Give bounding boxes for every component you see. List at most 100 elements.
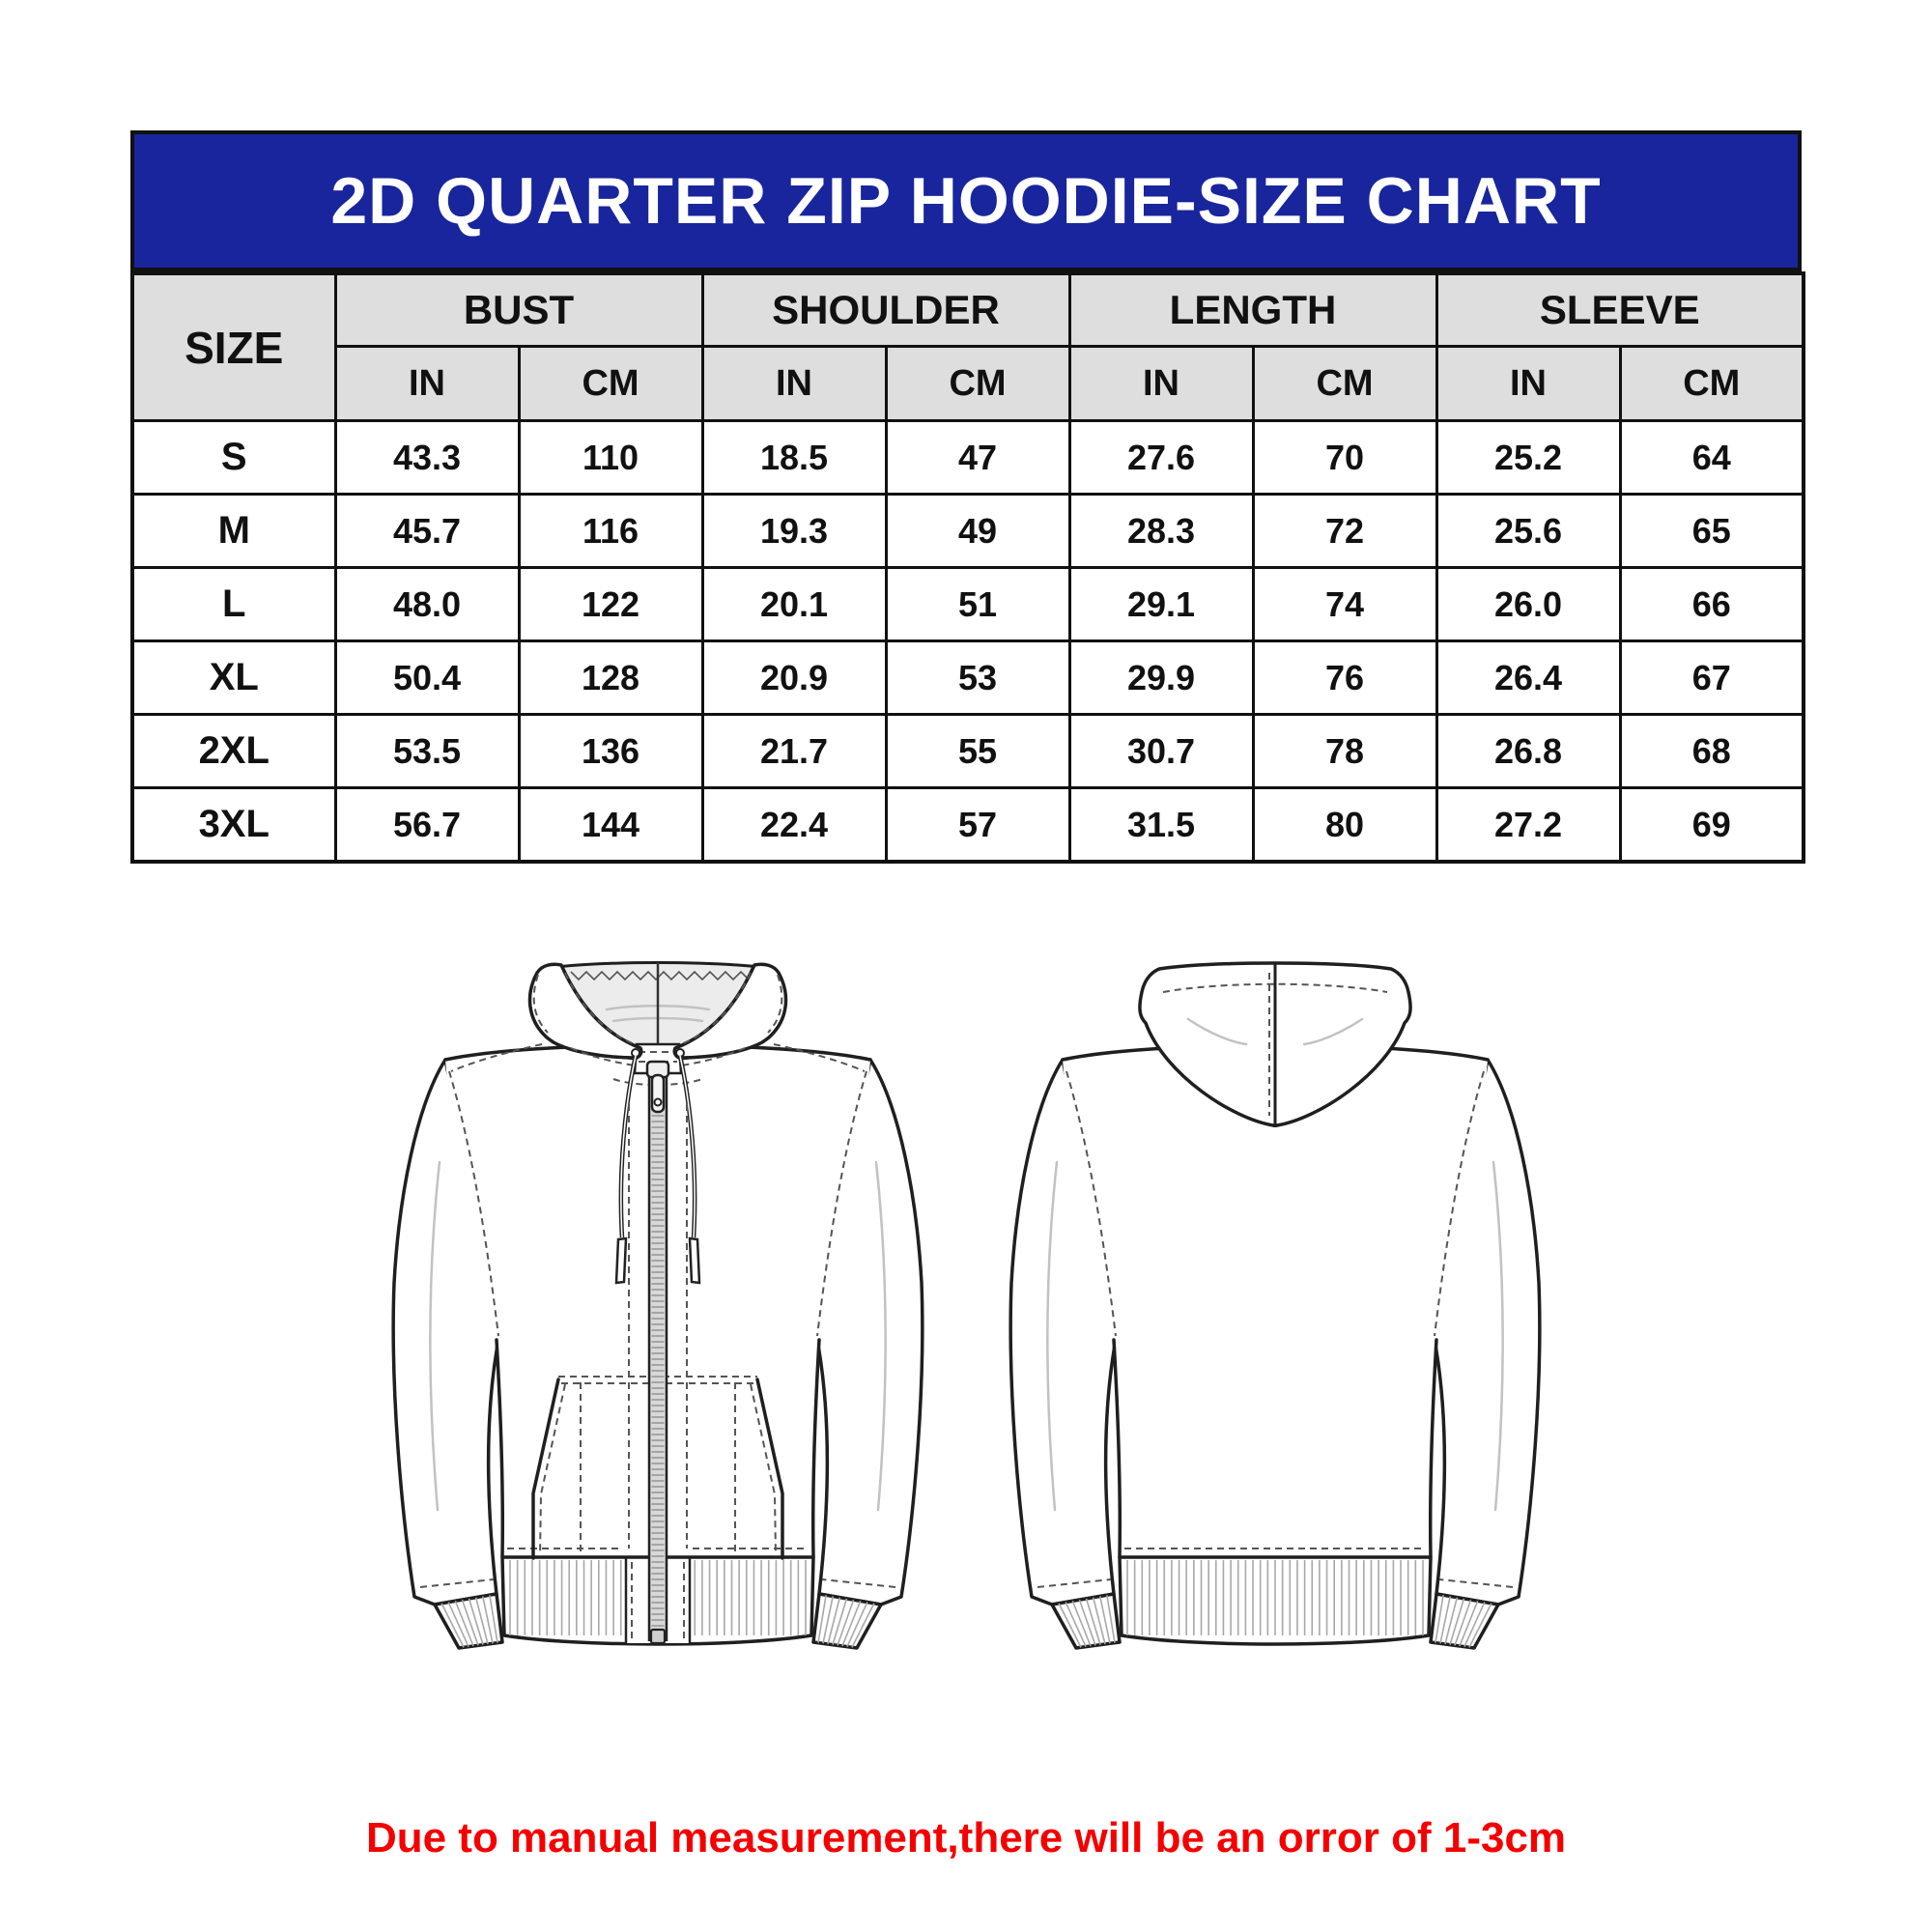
measure-value-cell: 27.2 [1435, 786, 1622, 864]
measure-value-cell: 53.5 [333, 713, 521, 789]
measure-value-cell: 29.1 [1067, 566, 1255, 642]
measure-value-cell: 72 [1251, 493, 1438, 569]
table-header-row-groups: SIZE BUST SHOULDER LENGTH SLEEVE [130, 271, 1805, 422]
measure-value-cell: 68 [1618, 713, 1805, 789]
back-hem-band [1118, 1548, 1433, 1646]
back-sleeves [1009, 1058, 1542, 1606]
unit-header: CM [1251, 345, 1438, 422]
measure-value-cell: 76 [1251, 639, 1438, 716]
aglet-left [614, 1236, 628, 1285]
measure-value-cell: 27.6 [1067, 419, 1255, 496]
measure-value-cell: 30.7 [1067, 713, 1255, 789]
measure-value-cell: 78 [1251, 713, 1438, 789]
measure-value-cell: 19.3 [700, 493, 888, 569]
front-cuffs [433, 1592, 883, 1650]
measure-value-cell: 25.6 [1435, 493, 1622, 569]
table-row: 3XL 56.7 144 22.4 57 31.5 80 27.2 69 [130, 786, 1805, 864]
hem-ribs-front [509, 1560, 807, 1635]
measure-value-cell: 51 [884, 566, 1071, 642]
measure-value-cell: 18.5 [700, 419, 888, 496]
back-armhole-seams [1037, 1070, 1514, 1588]
unit-header: CM [884, 345, 1071, 422]
measurement-disclaimer: Due to manual measurement,there will be … [365, 1814, 1567, 1861]
measure-value-cell: 20.1 [700, 566, 888, 642]
front-zipper [628, 1060, 688, 1645]
measure-value-cell: 50.4 [333, 639, 521, 716]
unit-header: CM [1618, 345, 1805, 422]
measure-value-cell: 122 [517, 566, 704, 642]
measure-value-cell: 53 [884, 639, 1071, 716]
size-value-cell: 3XL [130, 786, 337, 864]
unit-header: IN [1435, 345, 1622, 422]
measure-value-cell: 26.4 [1435, 639, 1622, 716]
measure-value-cell: 80 [1251, 786, 1438, 864]
hoodie-front-illustration [391, 961, 924, 1650]
hood-left-flap [527, 962, 643, 1060]
size-chart-table: SIZE BUST SHOULDER LENGTH SLEEVE IN CM I… [130, 271, 1806, 864]
length-group-header: LENGTH [1067, 271, 1438, 348]
cuff-ribs-front-left [440, 1595, 498, 1648]
size-column-header: SIZE [130, 271, 337, 422]
measure-value-cell: 65 [1618, 493, 1805, 569]
hem-ribs-back [1126, 1560, 1424, 1635]
measure-value-cell: 25.2 [1435, 419, 1622, 496]
sleeve-group-header: SLEEVE [1435, 271, 1805, 348]
measure-value-cell: 56.7 [333, 786, 521, 864]
unit-header: IN [1067, 345, 1255, 422]
measure-value-cell: 43.3 [333, 419, 521, 496]
cuff-ribs-back-left [1058, 1595, 1116, 1648]
page-title: 2D QUARTER ZIP HOODIE-SIZE CHART [330, 164, 1602, 238]
table-row: M 45.7 116 19.3 49 28.3 72 25.6 65 [130, 493, 1805, 569]
measure-value-cell: 22.4 [700, 786, 888, 864]
size-value-cell: S [130, 419, 337, 496]
table-row: XL 50.4 128 20.9 53 29.9 76 26.4 67 [130, 639, 1805, 716]
title-banner: 2D QUARTER ZIP HOODIE-SIZE CHART [130, 130, 1802, 271]
unit-header: CM [517, 345, 704, 422]
measure-value-cell: 136 [517, 713, 704, 789]
back-cuffs [1050, 1592, 1500, 1650]
size-value-cell: L [130, 566, 337, 642]
unit-header: IN [333, 345, 521, 422]
aglet-right [688, 1236, 701, 1285]
measure-value-cell: 64 [1618, 419, 1805, 496]
measure-value-cell: 66 [1618, 566, 1805, 642]
measure-value-cell: 74 [1251, 566, 1438, 642]
back-torso [1061, 1043, 1490, 1559]
table-row: L 48.0 122 20.1 51 29.1 74 26.0 66 [130, 566, 1805, 642]
measure-value-cell: 31.5 [1067, 786, 1255, 864]
shoulder-group-header: SHOULDER [700, 271, 1071, 348]
back-hood [1138, 961, 1412, 1128]
hood-right-flap [672, 962, 788, 1060]
measure-value-cell: 26.0 [1435, 566, 1622, 642]
table-row: 2XL 53.5 136 21.7 55 30.7 78 26.8 68 [130, 713, 1805, 789]
table-header-row-units: IN CM IN CM IN CM IN CM [132, 345, 1805, 422]
cuff-ribs-back-right [1435, 1595, 1492, 1648]
unit-header: IN [700, 345, 888, 422]
measure-value-cell: 28.3 [1067, 493, 1255, 569]
measure-value-cell: 47 [884, 419, 1071, 496]
measure-value-cell: 128 [517, 639, 704, 716]
measure-value-cell: 48.0 [333, 566, 521, 642]
measure-value-cell: 110 [517, 419, 704, 496]
front-drawcords [614, 1048, 701, 1285]
measure-value-cell: 116 [517, 493, 704, 569]
measure-value-cell: 55 [884, 713, 1071, 789]
measure-value-cell: 21.7 [700, 713, 888, 789]
hoodie-back-illustration [1009, 961, 1542, 1650]
size-value-cell: XL [130, 639, 337, 716]
measure-value-cell: 26.8 [1435, 713, 1622, 789]
bust-group-header: BUST [333, 271, 704, 348]
size-table-body: S 43.3 110 18.5 47 27.6 70 25.2 64 M 45.7 116 19.3 49… [130, 419, 1805, 864]
zipper-bottom-stop [649, 1628, 667, 1645]
size-value-cell: M [130, 493, 337, 569]
measure-value-cell: 70 [1251, 419, 1438, 496]
measure-value-cell: 45.7 [333, 493, 521, 569]
measure-value-cell: 144 [517, 786, 704, 864]
size-value-cell: 2XL [130, 713, 337, 789]
front-armhole-seams [419, 1043, 896, 1588]
measure-value-cell: 20.9 [700, 639, 888, 716]
grommet-right [675, 1048, 685, 1058]
measure-value-cell: 29.9 [1067, 639, 1255, 716]
grommet-left [631, 1048, 640, 1058]
table-row: S 43.3 110 18.5 47 27.6 70 25.2 64 [130, 419, 1805, 496]
